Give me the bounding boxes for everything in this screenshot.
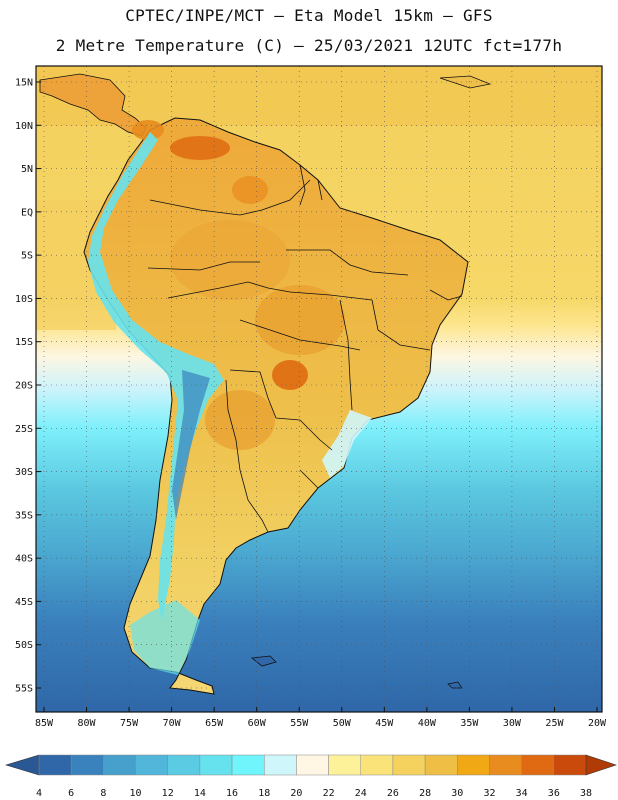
lon-label: 40W bbox=[418, 718, 437, 729]
colorbar-label: 20 bbox=[290, 788, 302, 799]
colorbar-label: 14 bbox=[194, 788, 206, 799]
lon-label: 45W bbox=[375, 718, 394, 729]
colorbar-swatch bbox=[489, 754, 522, 776]
colorbar-label: 12 bbox=[162, 788, 174, 799]
colorbar-swatch bbox=[70, 754, 104, 776]
lon-label: 20W bbox=[588, 718, 607, 729]
lon-label: 55W bbox=[290, 718, 309, 729]
lon-label: 75W bbox=[120, 718, 139, 729]
colorbar-swatch bbox=[457, 754, 490, 776]
colorbar-label: 32 bbox=[483, 788, 495, 799]
lat-label: 40S bbox=[15, 554, 33, 565]
colorbar-label: 8 bbox=[100, 788, 106, 799]
colorbar-label: 26 bbox=[387, 788, 399, 799]
lat-label: 5N bbox=[21, 164, 33, 175]
colorbar-label: 30 bbox=[451, 788, 463, 799]
warm-core-matogrosso bbox=[255, 285, 345, 355]
lat-label: 10N bbox=[15, 121, 33, 132]
colorbar-low-arrow bbox=[4, 754, 40, 776]
colorbar-label: 4 bbox=[36, 788, 42, 799]
colorbar-swatch bbox=[38, 754, 72, 776]
country-borders bbox=[147, 164, 463, 533]
colorbar-swatch bbox=[167, 754, 201, 776]
colorbar-swatch bbox=[103, 754, 136, 776]
lon-label: 65W bbox=[205, 718, 224, 729]
warm-core-chaco bbox=[205, 390, 275, 450]
lat-label: 45S bbox=[15, 597, 33, 608]
colorbar-swatch bbox=[199, 754, 233, 776]
lon-label: 35W bbox=[460, 718, 479, 729]
colorbar-label: 18 bbox=[258, 788, 270, 799]
lat-label: 15S bbox=[15, 337, 33, 348]
lat-label: EQ bbox=[21, 207, 33, 218]
colorbar-label: 16 bbox=[226, 788, 238, 799]
caribbean-islands bbox=[439, 75, 492, 89]
colorbar-swatch bbox=[296, 754, 329, 776]
warm-core-amazon bbox=[170, 220, 290, 300]
lon-label: 60W bbox=[248, 718, 267, 729]
latitude-labels: 15N 10N 5N EQ 5S 10S 15S 20S 25S 30S 35S 40S 45S 50S 5… bbox=[15, 78, 41, 695]
colorbar-label: 34 bbox=[516, 788, 528, 799]
lat-label: 5S bbox=[21, 251, 33, 262]
lat-label: 55S bbox=[15, 684, 33, 695]
lat-label: 35S bbox=[15, 510, 33, 521]
colorbar-swatch bbox=[392, 754, 426, 776]
warm-core-pantanal bbox=[272, 360, 308, 390]
andes-cold-core bbox=[172, 370, 210, 520]
colorbar-label: 24 bbox=[355, 788, 367, 799]
map-title-line1: CPTEC/INPE/MCT – Eta Model 15km – GFS bbox=[125, 6, 493, 25]
lon-label: 30W bbox=[503, 718, 522, 729]
lat-label: 15N bbox=[15, 78, 33, 89]
colorbar-label: 28 bbox=[419, 788, 431, 799]
colorbar-labels: 4 6 8 10 12 14 16 18 20 22 24 26 28 30 32 34 36 38 bbox=[36, 788, 592, 799]
colorbar-swatch bbox=[135, 754, 168, 776]
lon-label: 80W bbox=[78, 718, 97, 729]
colorbar-swatch bbox=[328, 754, 362, 776]
colorbar-swatch bbox=[360, 754, 394, 776]
colorbar-high-arrow bbox=[585, 754, 617, 776]
map-frame bbox=[35, 65, 603, 713]
lat-label: 10S bbox=[15, 294, 33, 305]
lat-label: 20S bbox=[15, 381, 33, 392]
colorbar-label: 36 bbox=[548, 788, 560, 799]
warm-core-guiana bbox=[232, 176, 268, 204]
colorbar bbox=[4, 754, 617, 776]
lon-label: 50W bbox=[333, 718, 352, 729]
colorbar-swatch bbox=[521, 754, 555, 776]
lat-label: 25S bbox=[15, 424, 33, 435]
colorbar-label: 38 bbox=[580, 788, 592, 799]
colorbar-label: 22 bbox=[323, 788, 335, 799]
patagonia-cold bbox=[130, 600, 200, 675]
lon-label: 70W bbox=[163, 718, 182, 729]
lat-label: 30S bbox=[15, 467, 33, 478]
colorbar-label: 10 bbox=[130, 788, 142, 799]
colorbar-swatch bbox=[263, 754, 297, 776]
lon-label: 85W bbox=[35, 718, 54, 729]
warm-core-venezuela bbox=[170, 136, 230, 160]
colorbar-label: 6 bbox=[68, 788, 74, 799]
falkland-islands bbox=[250, 655, 277, 667]
colorbar-swatch bbox=[553, 754, 587, 776]
colorbar-swatch bbox=[424, 754, 458, 776]
lon-label: 25W bbox=[545, 718, 564, 729]
longitude-labels: 85W 80W 75W 70W 65W 60W 55W 50W 45W 40W 35W 30W 25W 2… bbox=[35, 707, 607, 729]
lat-label: 50S bbox=[15, 640, 33, 651]
colorbar-swatch bbox=[231, 754, 265, 776]
southeast-brazil-cool bbox=[322, 410, 372, 478]
map-title-line2: 2 Metre Temperature (C) – 25/03/2021 12U… bbox=[55, 36, 563, 55]
